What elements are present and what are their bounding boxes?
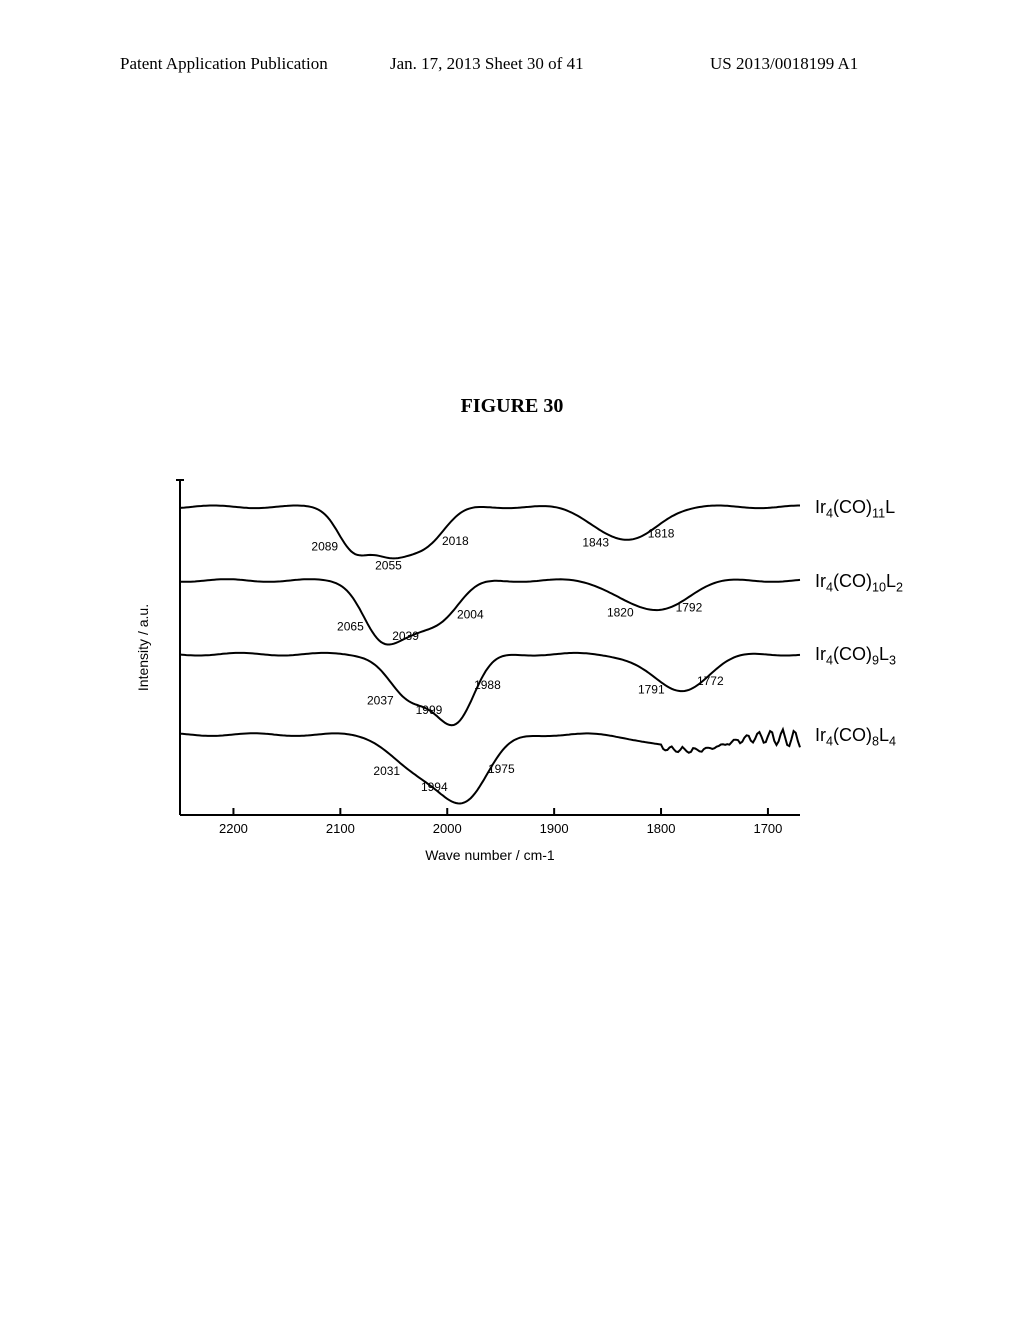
ir-spectra-chart: 2200 2100 2000 1900 1800 1700 Wave number / cm… (130, 470, 890, 870)
header-right: US 2013/0018199 A1 (710, 54, 858, 74)
svg-text:1843: 1843 (582, 535, 609, 549)
svg-text:Wave number / cm-1: Wave number / cm-1 (425, 847, 555, 863)
svg-text:1900: 1900 (540, 821, 569, 836)
svg-text:2018: 2018 (442, 534, 469, 548)
svg-text:2055: 2055 (375, 559, 402, 573)
figure-title: FIGURE 30 (0, 395, 1024, 418)
svg-text:2000: 2000 (433, 821, 462, 836)
svg-text:2031: 2031 (373, 764, 400, 778)
svg-text:Intensity / a.u.: Intensity / a.u. (135, 604, 151, 691)
series-labels-container: Ir4(CO)11L Ir4(CO)10L2 Ir4(CO)9L3 Ir4(CO)8L… (815, 470, 925, 830)
svg-text:2037: 2037 (367, 693, 394, 707)
series-label: Ir4(CO)8L4 (815, 725, 896, 749)
svg-text:1772: 1772 (697, 674, 724, 688)
series-label: Ir4(CO)9L3 (815, 644, 896, 668)
header-center: Jan. 17, 2013 Sheet 30 of 41 (390, 54, 584, 74)
series-label: Ir4(CO)11L (815, 497, 895, 521)
svg-text:2004: 2004 (457, 608, 484, 622)
svg-text:2089: 2089 (311, 539, 338, 553)
svg-text:1988: 1988 (474, 678, 501, 692)
svg-text:1700: 1700 (753, 821, 782, 836)
svg-text:1791: 1791 (638, 683, 665, 697)
svg-text:1994: 1994 (421, 780, 448, 794)
svg-text:1999: 1999 (416, 703, 443, 717)
series-label: Ir4(CO)10L2 (815, 571, 903, 595)
svg-text:1818: 1818 (648, 527, 675, 541)
svg-text:1975: 1975 (488, 762, 515, 776)
svg-text:2039: 2039 (392, 629, 419, 643)
header-left: Patent Application Publication (120, 54, 328, 74)
svg-text:1820: 1820 (607, 606, 634, 620)
svg-text:2200: 2200 (219, 821, 248, 836)
svg-text:2100: 2100 (326, 821, 355, 836)
svg-text:1800: 1800 (647, 821, 676, 836)
svg-text:2065: 2065 (337, 620, 364, 634)
svg-text:1792: 1792 (676, 600, 703, 614)
